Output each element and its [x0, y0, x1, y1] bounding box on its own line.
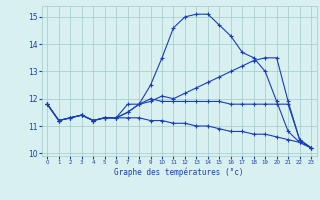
X-axis label: Graphe des températures (°c): Graphe des températures (°c) [115, 168, 244, 177]
